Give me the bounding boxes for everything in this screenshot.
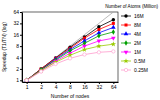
plot-area: 1 2 4 8 16 32 64 1 2 4 8 16 32 64: [13, 9, 118, 89]
x-tick: 2: [40, 82, 43, 90]
y-tick: 2: [16, 66, 22, 72]
x-tick-label: 4: [55, 84, 58, 90]
legend-item: 4M: [121, 31, 141, 37]
x-tick-label: 32: [97, 84, 103, 90]
legend-label: 1M: [134, 49, 141, 55]
data-point: [25, 79, 28, 82]
data-point: [24, 78, 29, 82]
legend-item: 16M: [121, 13, 144, 19]
x-tick: 32: [97, 82, 103, 90]
data-point: [97, 33, 100, 39]
y-tick: 32: [13, 20, 22, 26]
y-axis-title: Speedup (T1/TN) (log): [1, 22, 7, 72]
plot-frame: [22, 12, 118, 82]
series-line: [27, 20, 114, 81]
data-point: [24, 77, 29, 82]
legend: 16M 8M 4M 2M 1M 0.5M 0.25M: [121, 13, 148, 73]
legend-item: 1M: [121, 49, 141, 55]
data-point: [39, 70, 42, 73]
data-point: [111, 25, 116, 29]
legend-label: 8M: [134, 22, 141, 28]
y-tick-mark: [20, 80, 22, 81]
y-tick-mark: [20, 12, 22, 13]
y-tick-mark: [20, 35, 22, 36]
x-tick: 64: [111, 82, 117, 90]
y-tick-mark: [20, 58, 22, 59]
x-axis: 1 2 4 8 16 32 64: [23, 82, 119, 90]
x-tick: 1: [26, 82, 29, 90]
legend-item: 8M: [121, 22, 141, 28]
data-point: [112, 50, 115, 53]
series-line: [27, 32, 114, 80]
data-point: [97, 25, 100, 28]
y-tick-label: 1: [16, 77, 19, 83]
y-tick-label: 32: [13, 20, 19, 26]
data-point: [25, 79, 28, 82]
legend-label: 0.5M: [134, 58, 145, 64]
series-group: [24, 12, 116, 82]
y-tick-mark: [20, 69, 22, 70]
x-tick-label: 1: [26, 84, 29, 90]
y-tick-label: 2: [16, 66, 19, 72]
legend-symbol: [125, 24, 128, 27]
x-tick: 8: [69, 82, 72, 90]
x-tick-label: 2: [40, 84, 43, 90]
legend-symbol: [124, 51, 129, 55]
legend-label: 16M: [134, 13, 144, 19]
legend-line: [121, 25, 131, 26]
data-point: [25, 79, 28, 82]
legend-item: 0.25M: [121, 67, 148, 73]
y-tick-label: 4: [16, 55, 19, 61]
legend-label: 4M: [134, 31, 141, 37]
series-line: [27, 12, 114, 80]
y-tick: 16: [13, 32, 22, 38]
data-point: [111, 41, 116, 46]
data-point: [97, 51, 100, 54]
y-axis: 1 2 4 8 16 32 64: [13, 9, 22, 83]
data-point: [112, 22, 115, 25]
data-point: [111, 37, 116, 41]
legend-symbol: [124, 40, 127, 46]
legend-symbol: [123, 58, 128, 63]
legend-symbol: [124, 68, 127, 71]
series-line: [27, 27, 114, 80]
legend-label: 2M: [134, 40, 141, 46]
y-axis-line: [22, 13, 23, 83]
series-line: [27, 38, 114, 80]
data-point: [83, 53, 86, 56]
y-tick: 1: [16, 77, 22, 83]
data-point: [68, 57, 71, 60]
data-point: [54, 62, 57, 65]
series-line: [27, 51, 114, 80]
y-tick: 4: [16, 55, 22, 61]
x-axis-title: Number of nodes: [51, 93, 90, 99]
y-tick-mark: [20, 46, 22, 47]
data-point: [97, 40, 102, 44]
y-tick: 8: [16, 43, 22, 49]
y-tick-label: 16: [13, 32, 19, 38]
series-line: [27, 44, 114, 80]
legend-item: 0.5M: [121, 58, 145, 64]
chart-title: Number of Atoms (Million): [105, 4, 158, 9]
x-tick: 4: [55, 82, 58, 90]
data-point: [24, 79, 29, 82]
data-point: [96, 43, 101, 48]
series-line: [27, 23, 114, 80]
x-tick-label: 8: [69, 84, 72, 90]
y-tick: 64: [13, 9, 22, 15]
data-point: [82, 47, 87, 52]
x-tick-label: 64: [111, 84, 117, 90]
y-tick-label: 64: [13, 9, 19, 15]
chart: 1 2 4 8 16 32 64 1 2 4 8 16 32 64 Number of nodes Speed…: [0, 0, 160, 100]
data-point: [112, 29, 115, 35]
x-tick: 16: [82, 82, 88, 90]
x-tick-label: 16: [82, 84, 88, 90]
legend-item: 2M: [121, 40, 141, 46]
y-tick-label: 8: [16, 43, 19, 49]
y-tick-mark: [20, 23, 22, 24]
data-point: [112, 18, 115, 21]
legend-label: 0.25M: [134, 67, 148, 73]
legend-symbol: [124, 31, 129, 35]
legend-symbol: [124, 14, 127, 17]
